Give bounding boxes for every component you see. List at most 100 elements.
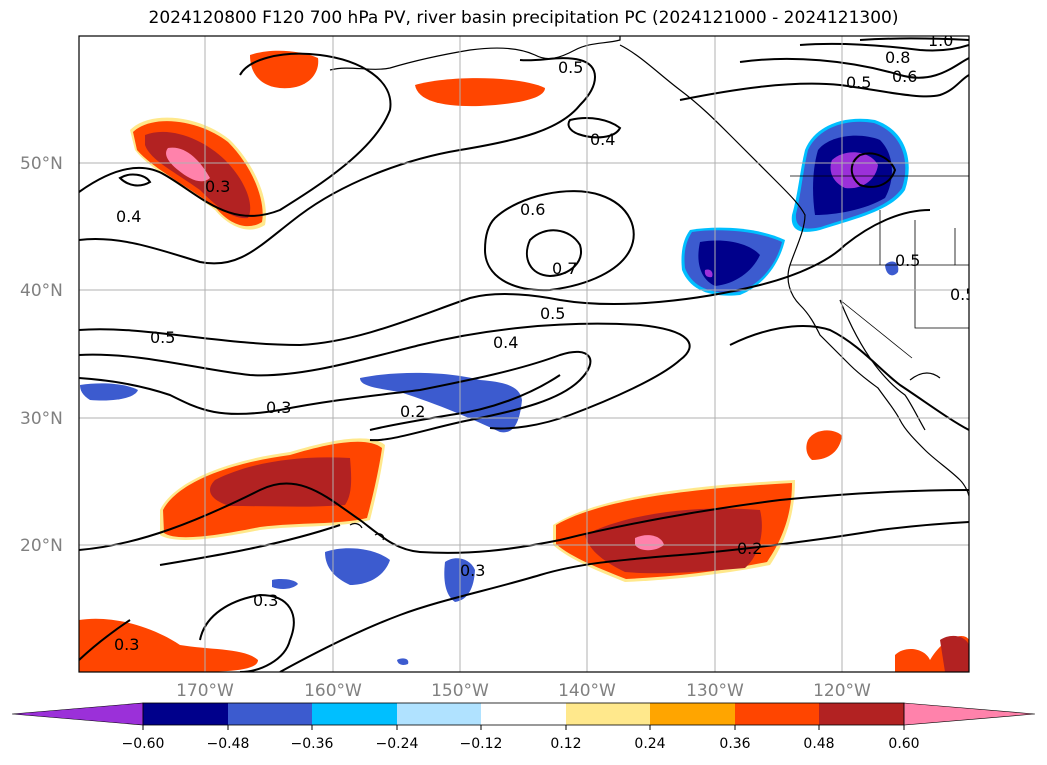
shade-positive [79, 618, 258, 672]
contour-label: 0.5 [540, 304, 565, 323]
contour-line [118, 173, 152, 187]
contour-line [799, 42, 969, 52]
gridlines [79, 36, 969, 672]
contour-line [369, 374, 561, 431]
precipitation-shading [79, 50, 969, 672]
contour-label: 0.4 [493, 333, 518, 352]
colorbar-segment [143, 703, 228, 725]
shade-positive [415, 78, 545, 107]
colorbar-tick-label: −0.12 [460, 736, 503, 752]
lon-label: 140°W [558, 681, 616, 701]
latitude-labels: 50°N 40°N 30°N 20°N [20, 154, 63, 556]
contour-label: 0.5 [950, 285, 975, 304]
contour-line [159, 524, 341, 566]
colorbar-segment [11, 702, 144, 726]
colorbar-segment [228, 703, 312, 725]
colorbar-segment [312, 703, 397, 725]
colorbar-tick-label: −0.48 [207, 736, 250, 752]
colorbar-segment [566, 703, 650, 725]
colorbar-tick-label: 0.60 [888, 736, 919, 752]
contour-label: 0.4 [590, 130, 615, 149]
contour-label: 0.3 [460, 561, 485, 580]
lon-label: 170°W [176, 681, 234, 701]
shade-positive [250, 50, 319, 89]
colorbar-frame [142, 702, 905, 726]
contour-line [525, 229, 582, 278]
contour-label: 0.7 [552, 259, 577, 278]
contour-label: 0.6 [520, 200, 545, 219]
contour-line [79, 482, 969, 554]
colorbar-segment [481, 703, 566, 725]
contour-line [79, 52, 392, 217]
colorbar-tick-label: 0.36 [719, 736, 750, 752]
contour-label: 0.3 [266, 398, 291, 417]
contour-label: 0.3 [253, 591, 278, 610]
pv-contours [79, 37, 969, 672]
shade-positive [806, 430, 842, 460]
shade-negative [698, 240, 760, 286]
coastlines [329, 36, 969, 541]
colorbar-segment [819, 703, 904, 725]
border-line [914, 220, 969, 329]
colorbar-ticks [142, 725, 905, 730]
map-layers: 0.5 0.8 1.0 0.5 0.6 0.4 0.3 0.4 0.6 0.7 … [79, 31, 975, 672]
contour-label: 0.5 [895, 251, 920, 270]
lat-label: 50°N [20, 154, 63, 174]
contour-line [483, 190, 635, 292]
contour-line [739, 57, 969, 79]
contour-line [729, 324, 969, 431]
border-line [839, 299, 913, 359]
coastline [909, 372, 941, 381]
borders [790, 175, 969, 359]
contour-label: 0.5 [150, 328, 175, 347]
contour-label: 0.2 [400, 402, 425, 421]
colorbar-tick-label: −0.24 [376, 736, 419, 752]
map-title: 2024120800 F120 700 hPa PV, river basin … [148, 8, 899, 28]
colorbar-segment [735, 703, 819, 725]
colorbar-segment [397, 703, 481, 725]
colorbar-tick-label: 0.24 [634, 736, 665, 752]
contour-line [79, 619, 131, 661]
contour-label: 0.6 [892, 67, 917, 86]
lon-label: 150°W [431, 681, 489, 701]
shade-positive [210, 457, 352, 507]
contour-label: 0.3 [205, 177, 230, 196]
contour-label: 0.3 [114, 635, 139, 654]
shade-negative [325, 548, 390, 585]
shade-negative [80, 383, 138, 401]
lat-label: 30°N [20, 409, 63, 429]
shade-negative [704, 269, 713, 278]
contour-label: 0.5 [558, 58, 583, 77]
contour-label: 0.4 [116, 207, 141, 226]
contour-line [79, 322, 691, 430]
contour-labels: 0.5 0.8 1.0 0.5 0.6 0.4 0.3 0.4 0.6 0.7 … [114, 31, 975, 654]
coastline [329, 36, 621, 71]
colorbar-tick-label: 0.48 [803, 736, 834, 752]
contour-line [79, 57, 596, 265]
colorbar: −0.60 −0.48 −0.36 −0.24 −0.12 0.12 0.24 … [11, 702, 1036, 752]
colorbar-tick-label: −0.60 [122, 736, 165, 752]
contour-label: 1.0 [928, 31, 953, 50]
lat-label: 20°N [20, 536, 63, 556]
lon-label: 120°W [813, 681, 871, 701]
coastline [839, 299, 926, 431]
colorbar-tick-label: 0.12 [550, 736, 581, 752]
shade-negative [397, 658, 409, 665]
shade-positive [166, 147, 210, 182]
coastline [349, 522, 363, 529]
contour-label: 0.8 [885, 48, 910, 67]
shade-negative [272, 579, 298, 589]
contour-line [79, 350, 592, 442]
longitude-labels: 170°W 160°W 150°W 140°W 130°W 120°W [176, 681, 871, 701]
colorbar-segment [903, 702, 1036, 726]
lon-label: 160°W [304, 681, 362, 701]
contour-label: 0.5 [846, 73, 871, 92]
contour-line [199, 593, 295, 672]
contour-line [850, 152, 897, 188]
lat-label: 40°N [20, 281, 63, 301]
border-line [954, 228, 969, 266]
contour-line [679, 74, 969, 101]
colorbar-segment [650, 703, 735, 725]
coastline [619, 44, 969, 497]
